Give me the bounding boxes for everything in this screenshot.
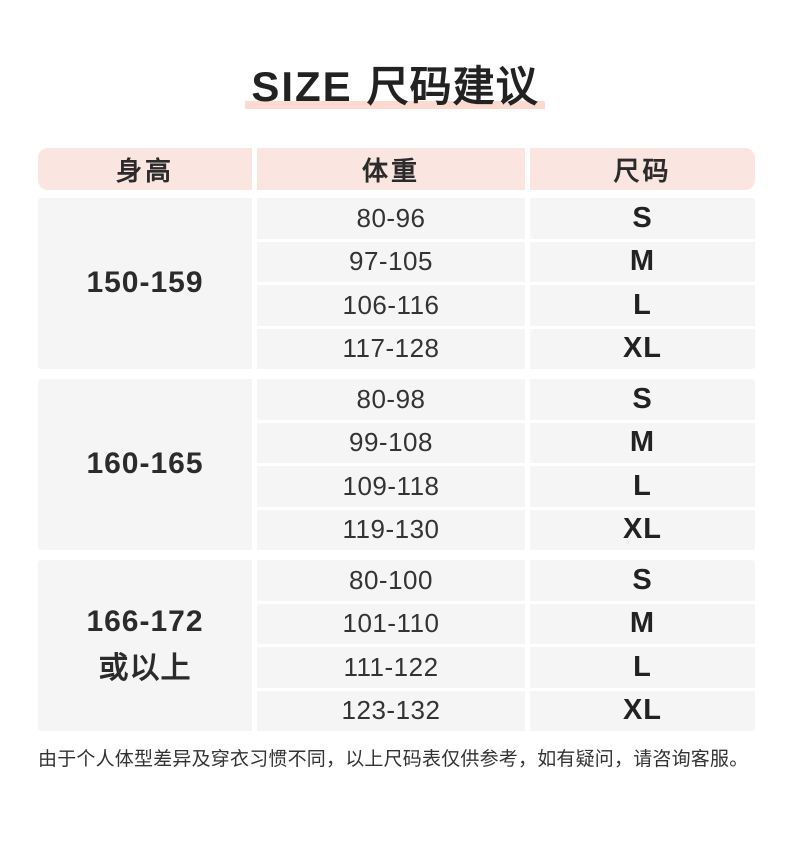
height-range-line1: 160-165	[86, 447, 204, 481]
size-cell: XL	[530, 509, 755, 550]
title-underline-bar	[245, 101, 545, 109]
height-range-line1: 166-172	[86, 605, 204, 638]
height-range-line1: 150-159	[86, 266, 204, 300]
size-cell: M	[530, 241, 755, 282]
size-cell: L	[530, 466, 755, 507]
title-size-zh: 尺码建议	[366, 63, 539, 110]
size-cell: S	[530, 560, 755, 601]
height-range-cell: 150-159	[38, 198, 252, 369]
header-size: 尺码	[530, 148, 755, 190]
size-cell: L	[530, 647, 755, 688]
weight-cell: 117-128	[257, 328, 525, 369]
weight-cell: 119-130	[257, 509, 525, 550]
page-title-block: SIZE 尺码建议	[0, 0, 790, 109]
header-weight: 体重	[257, 148, 525, 190]
weight-cell: 101-110	[257, 603, 525, 644]
weight-cell: 80-96	[257, 198, 525, 239]
table-group-150-159: 150-159 80-96 S 97-105 M 106-116 L 117-1…	[38, 198, 755, 369]
height-range-cell: 166-172 或以上	[38, 560, 252, 731]
table-header-row: 身高 体重 尺码	[38, 148, 755, 190]
size-cell: XL	[530, 328, 755, 369]
page-title: SIZE 尺码建议	[0, 66, 790, 108]
weight-cell: 106-116	[257, 285, 525, 326]
height-range-line2: 或以上	[98, 651, 192, 685]
weight-cell: 111-122	[257, 647, 525, 688]
footer-note: 由于个人体型差异及穿衣习惯不同，以上尺码表仅供参考，如有疑问，请咨询客服。	[38, 749, 749, 770]
size-cell: S	[530, 379, 755, 420]
size-cell: M	[530, 603, 755, 644]
title-size-en: SIZE	[251, 63, 353, 110]
size-cell: L	[530, 285, 755, 326]
table-group-160-165: 160-165 80-98 S 99-108 M 109-118 L 119-1…	[38, 379, 755, 550]
size-cell: XL	[530, 690, 755, 731]
weight-cell: 80-100	[257, 560, 525, 601]
weight-cell: 99-108	[257, 422, 525, 463]
table-group-166-172-plus: 166-172 或以上 80-100 S 101-110 M 111-122 L…	[38, 560, 755, 731]
header-height: 身高	[38, 148, 252, 190]
size-cell: S	[530, 198, 755, 239]
size-table: 身高 体重 尺码 150-159 80-96 S 97-105 M 106-11…	[38, 148, 755, 731]
height-range-cell: 160-165	[38, 379, 252, 550]
weight-cell: 109-118	[257, 466, 525, 507]
size-cell: M	[530, 422, 755, 463]
weight-cell: 97-105	[257, 241, 525, 282]
weight-cell: 80-98	[257, 379, 525, 420]
weight-cell: 123-132	[257, 690, 525, 731]
